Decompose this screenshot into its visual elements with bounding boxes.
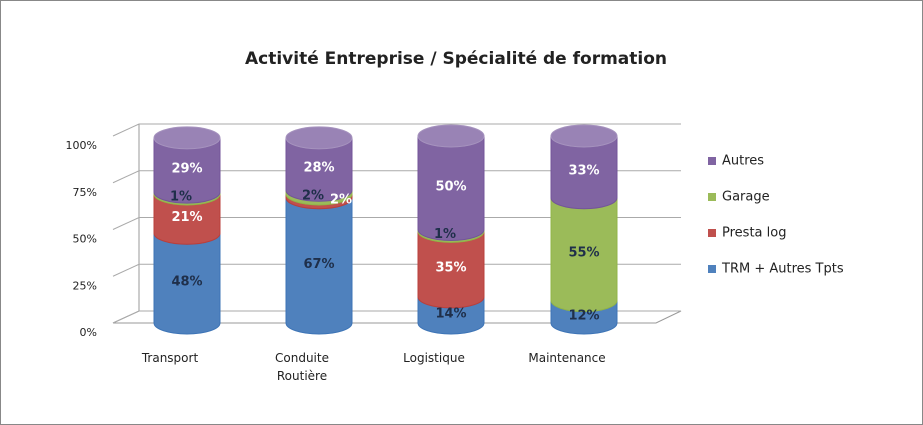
y-tick-label: 0%	[80, 326, 97, 339]
legend-swatch	[708, 157, 716, 165]
y-tick-label: 75%	[73, 186, 97, 199]
grid-line	[112, 310, 681, 324]
x-tick-label: Maintenance	[528, 351, 606, 365]
cylinder-top	[153, 126, 221, 150]
x-tick-label: Logistique	[403, 351, 465, 365]
grid-line	[112, 170, 681, 184]
data-label: 28%	[303, 161, 334, 176]
y-tick-label: 50%	[73, 233, 97, 246]
data-label: 67%	[303, 257, 334, 272]
data-label: 1%	[434, 227, 456, 242]
data-label: 1%	[170, 190, 192, 205]
chart-title: Activité Entreprise / Spécialité de form…	[245, 49, 667, 69]
x-tick-label: Conduite Routière	[275, 351, 329, 383]
legend-swatch	[708, 193, 716, 201]
legend-swatch	[708, 229, 716, 237]
y-tick-label: 25%	[73, 279, 97, 292]
data-label: 55%	[568, 246, 599, 261]
legend-swatch	[708, 265, 716, 273]
data-label: 2%	[330, 192, 352, 207]
data-label: 29%	[171, 161, 202, 176]
legend-label: TRM + Autres Tpts	[721, 262, 844, 277]
legend-label: Presta log	[722, 226, 786, 241]
cylinder-top	[550, 124, 618, 148]
y-tick-label: 100%	[66, 139, 97, 152]
data-label: 21%	[171, 210, 202, 225]
data-label: 14%	[435, 306, 466, 321]
grid-line	[112, 123, 681, 137]
data-label: 12%	[568, 308, 599, 323]
data-label: 50%	[435, 179, 466, 194]
cylinder-top	[285, 126, 353, 150]
x-tick-label: Transport	[141, 351, 199, 365]
grid-line	[112, 217, 681, 230]
cylinder-top	[417, 124, 485, 148]
data-label: 33%	[568, 163, 599, 178]
data-label: 2%	[302, 189, 324, 204]
data-label: 48%	[171, 275, 202, 290]
data-label: 35%	[435, 261, 466, 276]
legend-label: Autres	[722, 154, 764, 169]
legend-label: Garage	[722, 190, 770, 205]
grid-line	[112, 263, 681, 277]
